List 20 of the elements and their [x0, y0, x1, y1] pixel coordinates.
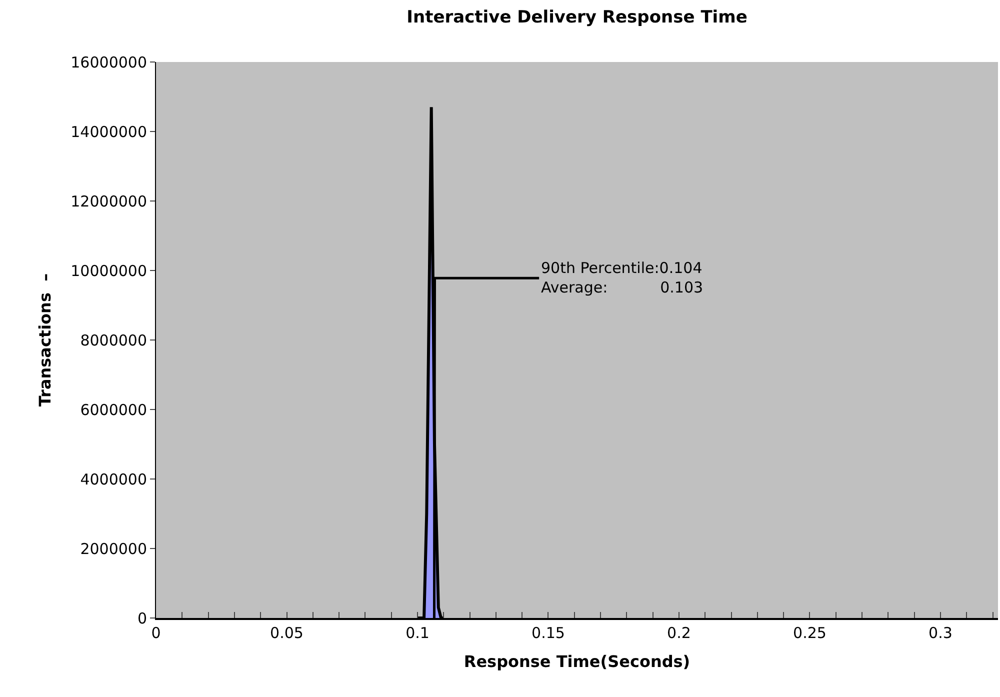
y-axis-title: Transactions –	[36, 273, 55, 407]
x-tick-label: 0.2	[667, 624, 691, 642]
x-tick-label: 0	[151, 624, 161, 642]
annotation: 90th Percentile:0.104 Average: 0.103	[541, 259, 704, 296]
y-tick-label: 2000000	[80, 540, 147, 558]
y-tick-label: 10000000	[70, 262, 147, 280]
y-tick-label: 16000000	[70, 53, 147, 72]
y-tick-label: 6000000	[80, 400, 147, 419]
y-tick-label: 0	[137, 609, 147, 628]
y-tick-label: 14000000	[70, 122, 147, 141]
chart-title: Interactive Delivery Response Time	[406, 7, 748, 28]
y-tick-label: 12000000	[70, 192, 147, 210]
y-tick-label: 4000000	[80, 470, 147, 488]
x-axis-title: Response Time(Seconds)	[464, 652, 690, 672]
x-tick-label: 0.15	[532, 624, 565, 642]
x-tick-label: 0.3	[928, 624, 952, 642]
y-tick-label: 8000000	[80, 331, 147, 350]
x-tick-label: 0.05	[270, 624, 304, 642]
x-tick-label: 0.25	[793, 624, 826, 642]
x-tick-label: 0.1	[406, 624, 430, 642]
